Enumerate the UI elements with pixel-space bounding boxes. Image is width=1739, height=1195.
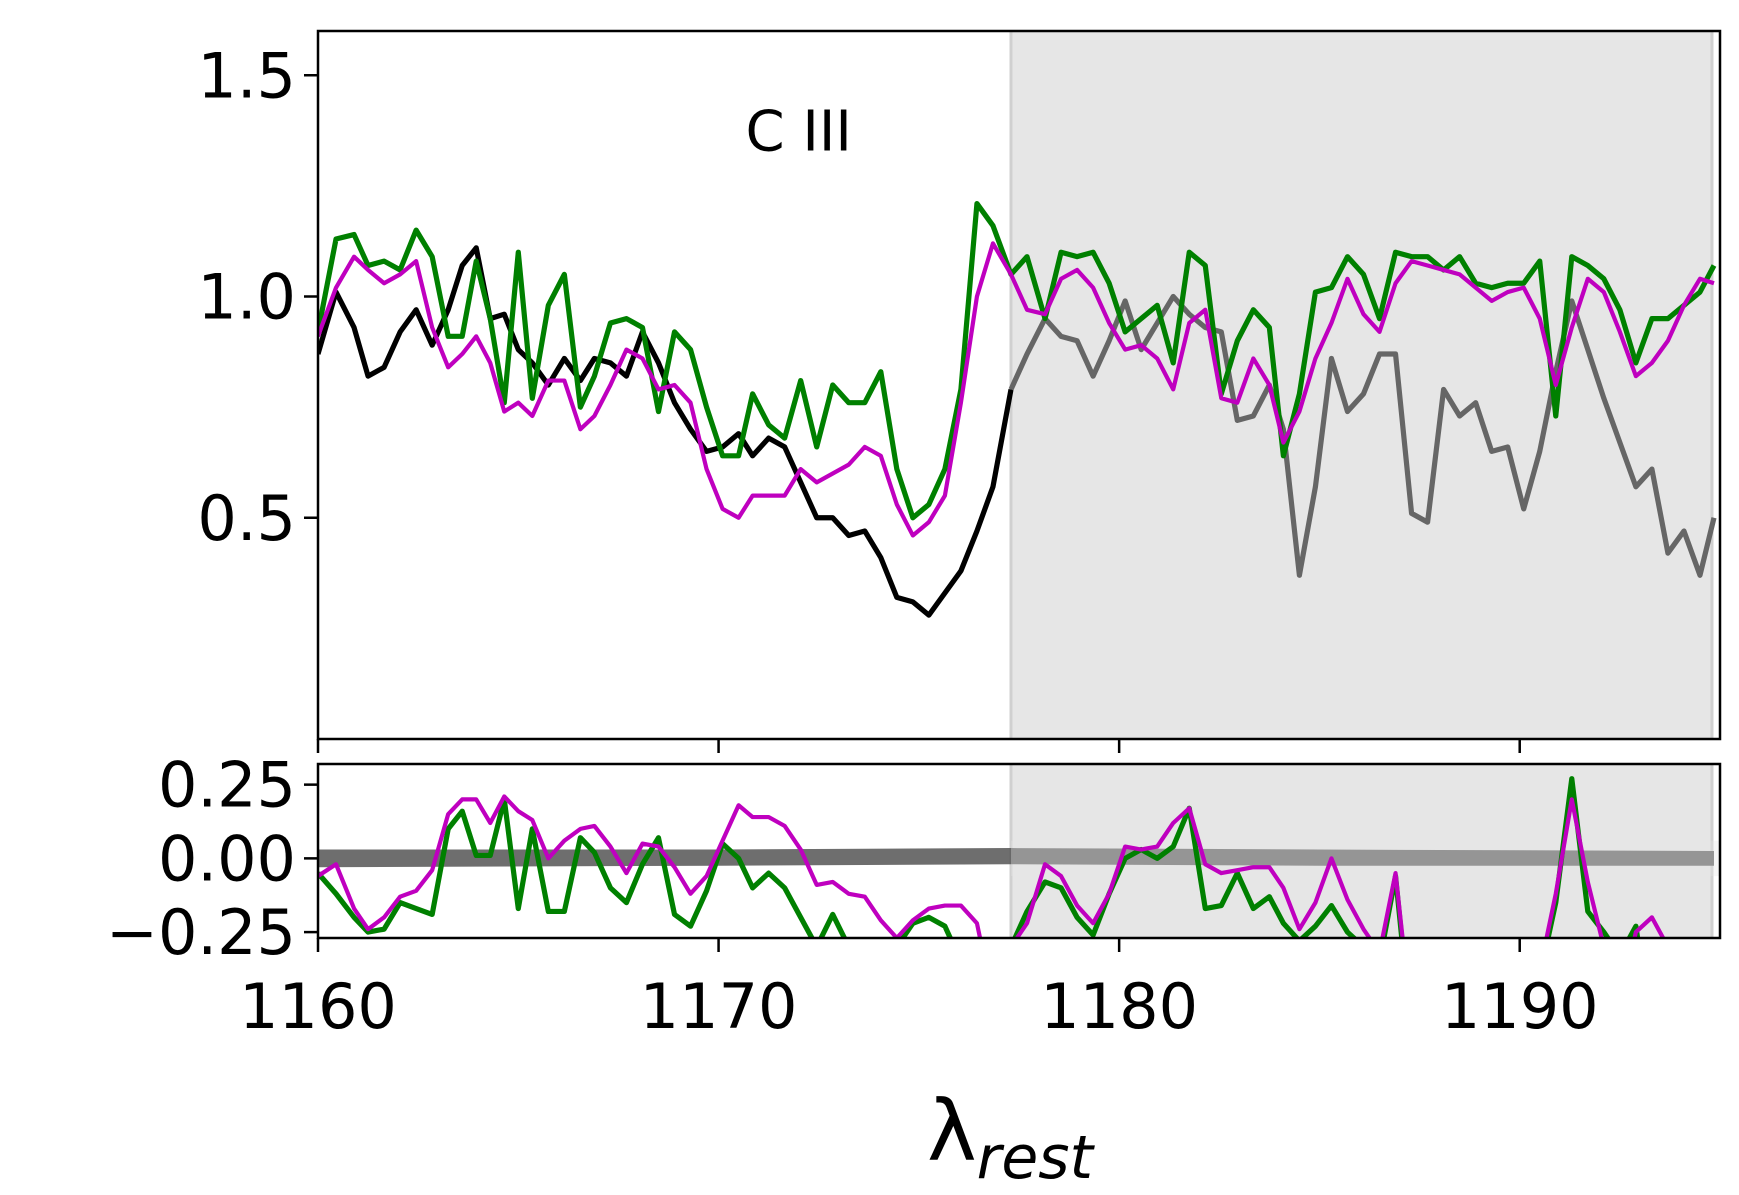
spectrum-y-tick-label: 1.0 xyxy=(197,261,296,334)
residual-series-magenta xyxy=(318,794,1666,938)
x-axis-label-symbol: λ xyxy=(927,1082,977,1180)
residual-y-tick-label: −0.25 xyxy=(106,896,296,969)
x-axis-label: λrest xyxy=(927,1082,1096,1193)
residual-frame xyxy=(316,762,1722,940)
residual-panel: 0.250.00−0.25 xyxy=(106,749,1722,969)
spectrum-y-tick-label: 1.5 xyxy=(197,39,296,112)
spectrum-series-magenta xyxy=(318,241,1715,538)
spectrum-frame xyxy=(316,29,1722,741)
x-axis: 1160 1170 1180 1190 xyxy=(239,970,1599,1043)
spectrum-plot-area xyxy=(318,31,1717,739)
x-tick-label: 1180 xyxy=(1040,970,1198,1043)
spectrum-series-black xyxy=(318,245,1014,618)
residual-y-tick-label: 0.00 xyxy=(158,822,296,895)
residual-series-green xyxy=(318,776,1641,938)
residual-noise-band xyxy=(318,848,1714,868)
spectrum-series-black-masked xyxy=(1008,293,1717,578)
x-tick-label: 1160 xyxy=(239,970,397,1043)
spectrum-y-tick-label: 0.5 xyxy=(197,482,296,555)
residual-y-tick-label: 0.25 xyxy=(158,749,296,822)
x-tick-label: 1170 xyxy=(640,970,798,1043)
spectrum-panel: C III 0.5 1.0 1.5 xyxy=(197,29,1722,753)
spectrum-shaded-region xyxy=(1010,31,1712,739)
ion-annotation: C III xyxy=(745,99,851,164)
x-tick-label: 1190 xyxy=(1441,970,1599,1043)
residual-plot-area xyxy=(318,764,1720,938)
x-axis-label-subscript: rest xyxy=(977,1123,1096,1193)
